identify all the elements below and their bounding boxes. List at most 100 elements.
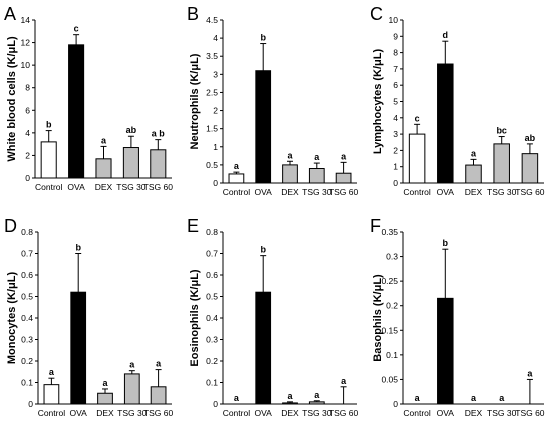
bar-ova <box>437 297 454 405</box>
significance-letter: b <box>260 33 266 43</box>
bar-tsg-30 <box>123 373 140 405</box>
x-tick-label: TSG 60 <box>515 408 545 418</box>
chart-panel-b: B 0 0.5 1 1.5 2 2.5 3 3.5 4 4.5 Neutrophils (K/μL) a… <box>187 4 359 197</box>
bar-dex <box>95 158 112 179</box>
x-tick-label: DEX <box>95 182 113 192</box>
bar-tsg-60 <box>521 153 539 184</box>
bar-tsg-60 <box>150 149 167 179</box>
y-axis-label: Neutrophils (K/μL) <box>189 53 201 149</box>
y-tick-label: 0.2 <box>386 301 398 311</box>
significance-letter: a <box>499 393 505 403</box>
y-tick-label: 0.25 <box>381 276 398 286</box>
y-tick-label: 0.35 <box>381 227 398 237</box>
significance-letter: a <box>129 360 135 370</box>
y-tick-label: 0.2 <box>21 356 33 366</box>
y-tick-label: 8 <box>393 48 398 58</box>
significance-letter: a <box>471 393 477 403</box>
y-tick-label: 0 <box>28 399 33 409</box>
bar-tsg-60 <box>150 386 167 405</box>
bar-control <box>40 141 57 179</box>
bar-dex <box>282 402 298 405</box>
panel-label: F <box>370 216 381 236</box>
y-tick-label: 0 <box>25 173 30 183</box>
bar-dex <box>282 164 298 184</box>
y-tick-label: 0 <box>393 399 398 409</box>
significance-letter: ab <box>126 125 137 135</box>
y-tick-label: 0.7 <box>206 249 218 259</box>
y-tick-label: 3 <box>393 129 398 139</box>
significance-letter: c <box>415 113 420 123</box>
panel-label: C <box>370 4 383 24</box>
significance-letter: b <box>443 238 449 248</box>
y-tick-label: 12 <box>21 38 31 48</box>
y-tick-label: 3 <box>213 69 218 79</box>
significance-letter: a <box>234 393 240 403</box>
x-tick-label: OVA <box>437 187 455 197</box>
bar-tsg-30 <box>308 401 325 405</box>
y-tick-label: 0.05 <box>381 374 398 384</box>
y-axis-label: Lymphocytes (K/μL) <box>372 49 384 155</box>
y-tick-label: 2 <box>213 106 218 116</box>
y-axis-label: White blood cells (K/μL) <box>6 36 18 162</box>
y-tick-label: 1 <box>213 142 218 152</box>
y-tick-label: 7 <box>393 64 398 74</box>
x-tick-label: OVA <box>67 182 85 192</box>
significance-letter: a <box>234 161 240 171</box>
x-tick-label: TSG 30 <box>302 187 332 197</box>
x-tick-label: OVA <box>70 408 88 418</box>
bar-tsg-30 <box>493 143 510 184</box>
x-tick-label: TSG 60 <box>144 408 174 418</box>
y-tick-label: 0.4 <box>206 313 218 323</box>
significance-letter: a <box>49 367 55 377</box>
significance-letter: b <box>75 243 81 253</box>
y-tick-label: 0.1 <box>21 378 33 388</box>
significance-letter: a <box>102 378 108 388</box>
y-tick-label: 0 <box>393 178 398 188</box>
bar-tsg-30 <box>308 168 325 184</box>
x-tick-label: Control <box>403 408 431 418</box>
significance-letter: c <box>74 24 79 34</box>
bar-dex <box>97 392 113 405</box>
bar-control <box>408 133 426 184</box>
significance-letter: a <box>287 150 293 160</box>
y-axis-label: Basophils (K/μL) <box>372 274 384 362</box>
x-tick-label: TSG 30 <box>117 408 147 418</box>
y-tick-label: 0.1 <box>386 350 398 360</box>
y-tick-label: 4 <box>25 128 30 138</box>
significance-letter: b <box>46 120 52 130</box>
y-tick-label: 4 <box>393 113 398 123</box>
x-tick-label: DEX <box>465 408 483 418</box>
chart-panel-c: C 0 1 2 3 4 5 6 7 8 9 10 Lymphocytes (K/μL) c Control d… <box>370 4 545 197</box>
panel-label: E <box>187 216 199 236</box>
bar-control <box>43 384 60 405</box>
bar-ova <box>68 44 85 179</box>
y-tick-label: 10 <box>389 15 399 25</box>
y-tick-label: 0 <box>213 399 218 409</box>
x-tick-label: OVA <box>437 408 455 418</box>
bar-ova <box>255 70 272 184</box>
x-tick-label: TSG 60 <box>329 187 359 197</box>
y-tick-label: 2.5 <box>206 87 218 97</box>
significance-letter: bc <box>496 126 507 136</box>
y-tick-label: 0.3 <box>386 252 398 262</box>
x-tick-label: TSG 30 <box>116 182 146 192</box>
bar-control <box>228 173 245 184</box>
y-tick-label: 0.8 <box>206 227 218 237</box>
y-tick-label: 14 <box>21 15 31 25</box>
bar-tsg-60 <box>335 172 352 184</box>
y-tick-label: 0.7 <box>21 249 33 259</box>
y-axis-label: Monocytes (K/μL) <box>6 272 18 365</box>
x-tick-label: DEX <box>96 408 114 418</box>
y-tick-label: 4.5 <box>206 15 218 25</box>
y-tick-label: 10 <box>21 60 31 70</box>
y-tick-label: 0.5 <box>21 292 33 302</box>
y-tick-label: 0 <box>213 178 218 188</box>
chart-panel-a: A 0 2 4 6 8 10 12 14 White blood cells (K/μL) b Con… <box>4 4 173 192</box>
bar-tsg-30 <box>122 147 139 179</box>
significance-letter: a <box>471 148 477 158</box>
significance-letter: b <box>260 245 266 255</box>
x-tick-label: DEX <box>281 408 299 418</box>
x-tick-label: OVA <box>255 408 273 418</box>
y-tick-label: 0.4 <box>21 313 33 323</box>
x-tick-label: OVA <box>255 187 273 197</box>
